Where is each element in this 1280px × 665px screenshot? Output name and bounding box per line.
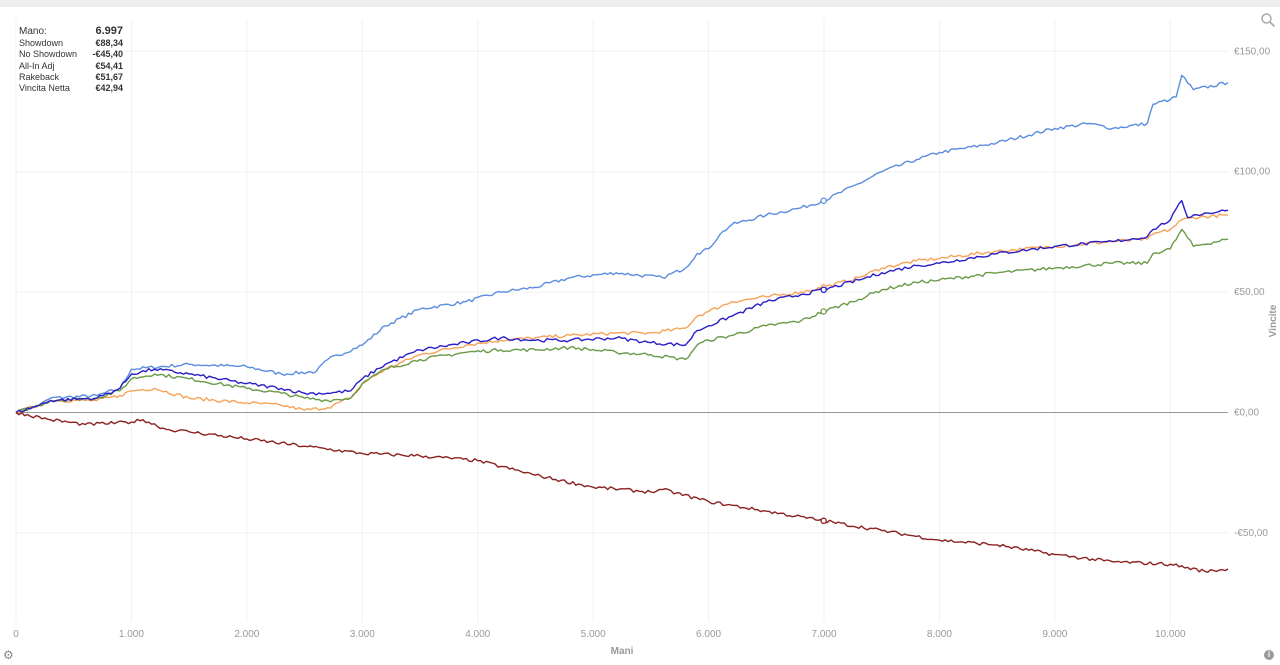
x-tick-label: 6.000 xyxy=(696,629,721,640)
y-axis-title: Vincite xyxy=(1268,304,1279,337)
stats-row-net-win: Vincita Netta €42,94 xyxy=(19,83,123,94)
stats-value: -€45,40 xyxy=(92,49,123,60)
x-tick-label: 10.000 xyxy=(1155,629,1186,640)
stats-value: €54,41 xyxy=(95,60,123,71)
stats-value: €51,67 xyxy=(95,71,123,82)
x-tick-label: 1.000 xyxy=(119,629,144,640)
stats-label: No Showdown xyxy=(19,49,78,60)
y-tick-label: €0,00 xyxy=(1234,408,1259,419)
hover-marker xyxy=(820,286,827,294)
series-line-1 xyxy=(15,213,1229,414)
top-bar xyxy=(0,0,1280,7)
series-line-2 xyxy=(15,228,1229,414)
series-line-3 xyxy=(15,199,1229,414)
y-tick-label: -€50,00 xyxy=(1234,528,1268,539)
x-tick-label: 0 xyxy=(13,629,19,640)
y-tick-label: €150,00 xyxy=(1234,46,1271,57)
gear-icon[interactable]: ⚙ xyxy=(3,648,14,662)
stats-label: All-In Adj xyxy=(19,60,55,71)
hover-marker xyxy=(820,197,827,204)
series-line-4 xyxy=(15,411,1229,573)
stats-label: Showdown xyxy=(19,38,64,48)
stats-tooltip: Mano: 6.997 Showdown €88,34 No Showdown … xyxy=(16,25,126,95)
x-tick-label: 8.000 xyxy=(927,629,952,640)
x-tick-label: 4.000 xyxy=(465,629,490,640)
stats-label: Rakeback xyxy=(19,71,60,82)
x-tick-label: 9.000 xyxy=(1042,629,1067,640)
x-axis-title: Mani xyxy=(611,646,634,657)
stats-row-allin-adj: All-In Adj €54,41 xyxy=(19,61,123,72)
zoom-icon[interactable] xyxy=(1260,12,1276,28)
x-tick-label: 5.000 xyxy=(581,629,606,640)
stats-row-rakeback: Rakeback €51,67 xyxy=(19,72,123,83)
stats-value: €42,94 xyxy=(95,83,123,94)
stats-value: €88,34 xyxy=(95,38,123,48)
stats-row-hands: Mano: 6.997 xyxy=(19,25,123,38)
info-icon[interactable]: i xyxy=(1264,650,1274,660)
stats-row-no-showdown: No Showdown -€45,40 xyxy=(19,49,123,60)
x-tick-label: 7.000 xyxy=(811,629,836,640)
y-tick-label: €100,00 xyxy=(1234,167,1271,178)
x-tick-label: 2.000 xyxy=(234,629,259,640)
stats-value: 6.997 xyxy=(95,25,123,37)
y-tick-label: €50,00 xyxy=(1234,287,1265,298)
x-tick-label: 3.000 xyxy=(350,629,375,640)
stats-label: Mano: xyxy=(19,26,47,37)
hover-marker xyxy=(820,517,827,525)
stats-row-showdown: Showdown €88,34 xyxy=(19,38,123,49)
hover-marker xyxy=(820,308,827,315)
stats-label: Vincita Netta xyxy=(19,83,70,94)
series-line-0 xyxy=(15,74,1229,414)
